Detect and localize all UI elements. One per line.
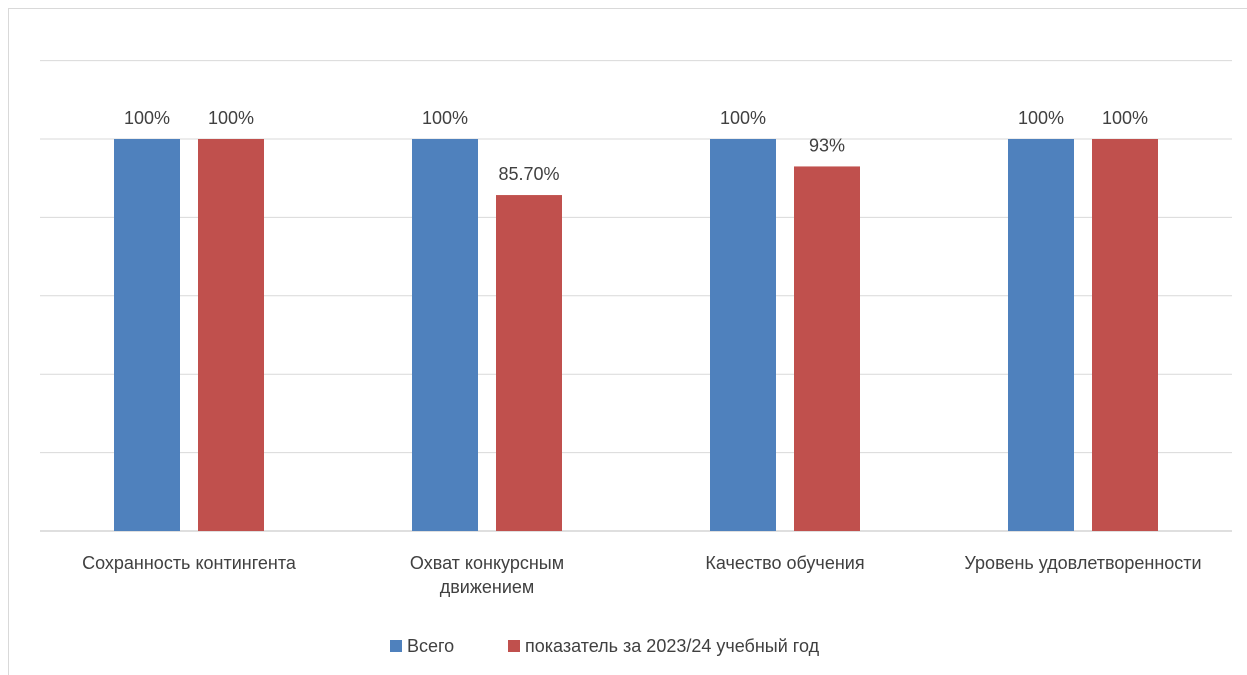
data-label: 100% xyxy=(1018,108,1064,128)
category-label: Качество обучения xyxy=(705,553,864,573)
bar xyxy=(114,139,180,531)
category-label-line: Охват конкурсным xyxy=(410,553,564,573)
category-label-line: Сохранность контингента xyxy=(82,553,297,573)
category-label-line: движением xyxy=(440,577,535,597)
category-label-line: Уровень удовлетворенности xyxy=(964,553,1201,573)
category-label: Сохранность контингента xyxy=(82,553,297,573)
bar xyxy=(412,139,478,531)
category-label: Уровень удовлетворенности xyxy=(964,553,1201,573)
legend-label: показатель за 2023/24 учебный год xyxy=(525,636,820,656)
legend-swatch xyxy=(508,640,520,652)
bar xyxy=(1092,139,1158,531)
legend-swatch xyxy=(390,640,402,652)
category-label: Охват конкурсным движением xyxy=(410,553,564,597)
data-label: 100% xyxy=(208,108,254,128)
bar xyxy=(496,195,562,531)
bar xyxy=(198,139,264,531)
category-label-line: Качество обучения xyxy=(705,553,864,573)
category-labels: Сохранность контингента Охват конкурсным д… xyxy=(82,553,1201,597)
data-label: 93% xyxy=(809,135,845,155)
legend: Всего показатель за 2023/24 учебный год xyxy=(390,636,820,656)
bars xyxy=(114,139,1158,531)
data-label: 100% xyxy=(1102,108,1148,128)
bar xyxy=(1008,139,1074,531)
data-label: 85.70% xyxy=(498,164,559,184)
bar xyxy=(710,139,776,531)
legend-label: Всего xyxy=(407,636,454,656)
data-label: 100% xyxy=(422,108,468,128)
data-label: 100% xyxy=(124,108,170,128)
bar xyxy=(794,166,860,531)
data-labels: 100% 100% 100% 85.70% 100% 93% 100% 100% xyxy=(124,108,1148,184)
data-label: 100% xyxy=(720,108,766,128)
